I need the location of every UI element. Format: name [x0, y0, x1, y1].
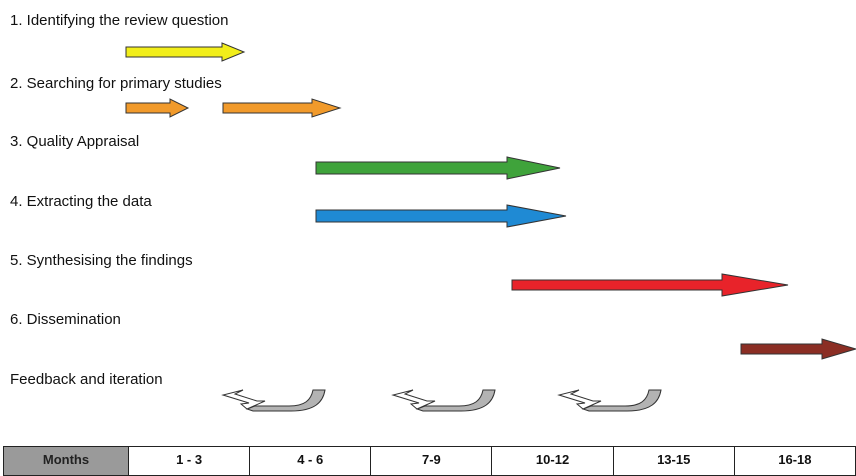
task-label-5: 5. Synthesising the findings	[10, 252, 193, 269]
feedback-loop-arrow-1	[221, 389, 326, 412]
period-cell: 16-18	[733, 446, 856, 476]
feedback-loop-arrow-3	[557, 389, 662, 412]
arrow-task-5	[511, 273, 789, 297]
bar-task-6	[740, 338, 856, 360]
period-cell: 4 - 6	[249, 446, 372, 476]
bar-task-3	[315, 156, 561, 180]
task-label-3: 3. Quality Appraisal	[10, 133, 140, 150]
bar-task-2	[125, 98, 342, 118]
period-cell: 10-12	[491, 446, 614, 476]
feedback-loop-arrow-2	[391, 389, 496, 412]
arrow-task-3	[315, 156, 561, 180]
months-table: Months 1 - 3 4 - 6 7-9 10-12 13-15 16-18	[3, 446, 856, 476]
task-label-6: 6. Dissemination	[10, 311, 121, 328]
feedback-label: Feedback and iteration	[10, 371, 163, 388]
arrow-task-6	[740, 338, 856, 360]
bar-task-5	[511, 273, 789, 297]
period-cell: 7-9	[370, 446, 493, 476]
arrow-task-1	[125, 42, 246, 62]
months-header: Months	[3, 446, 129, 476]
bar-task-4	[315, 204, 567, 228]
task-label-1: 1. Identifying the review question	[10, 12, 229, 29]
months-row: Months 1 - 3 4 - 6 7-9 10-12 13-15 16-18	[3, 446, 856, 476]
bar-task-1	[125, 42, 246, 62]
arrow-task-2b	[222, 98, 342, 118]
period-cell: 13-15	[612, 446, 735, 476]
task-label-2: 2. Searching for primary studies	[10, 75, 222, 92]
period-cell: 1 - 3	[127, 446, 251, 476]
task-label-4: 4. Extracting the data	[10, 193, 152, 210]
arrow-task-2a	[125, 98, 190, 118]
gantt-arrows	[125, 42, 856, 412]
arrow-task-4	[315, 204, 567, 228]
